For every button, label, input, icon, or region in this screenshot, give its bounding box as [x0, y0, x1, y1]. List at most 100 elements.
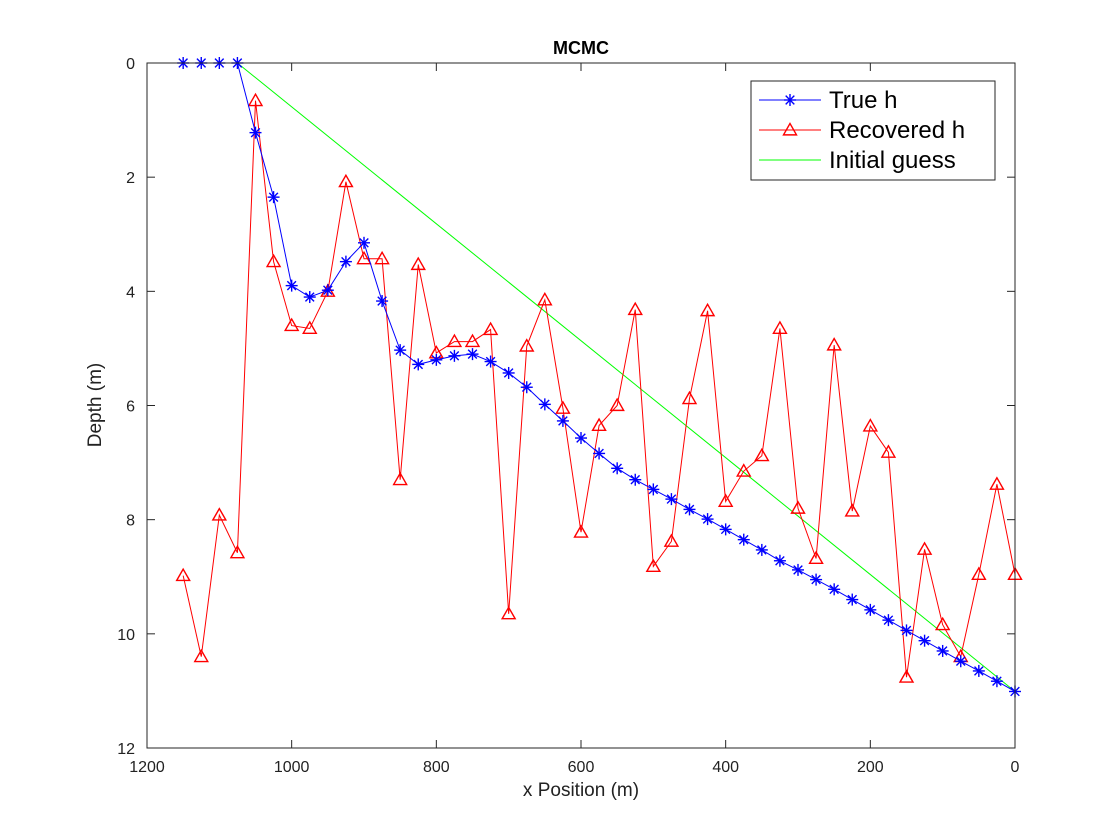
data-point: [339, 255, 352, 268]
data-point: [828, 583, 841, 596]
data-point: [520, 381, 533, 394]
data-point: [989, 476, 1005, 490]
data-point: [808, 550, 824, 565]
x-tick-label: 600: [568, 759, 595, 776]
data-point: [519, 338, 535, 352]
data-point: [356, 250, 372, 265]
legend-label: Initial guess: [829, 147, 956, 174]
data-point: [500, 605, 517, 620]
data-point: [936, 644, 949, 657]
data-point: [555, 400, 571, 414]
series-line: [237, 62, 1016, 692]
data-point: [591, 417, 607, 432]
chart-title: MCMC: [553, 38, 609, 58]
data-point: [972, 664, 985, 677]
data-point: [267, 191, 280, 204]
x-tick-label: 200: [857, 759, 884, 776]
data-point: [792, 563, 804, 576]
y-axis-label: Depth (m): [85, 363, 106, 447]
x-tick-label: 1200: [129, 759, 165, 776]
data-point: [826, 337, 842, 351]
series-true-h: [177, 57, 1021, 698]
data-point: [773, 554, 786, 567]
data-point: [537, 291, 553, 306]
y-tick-label: 6: [126, 399, 135, 416]
data-point: [321, 284, 334, 297]
series-layer: [175, 57, 1023, 698]
data-point: [880, 444, 897, 458]
data-point: [229, 544, 246, 559]
data-point: [846, 593, 859, 606]
legend: True h Recovered h Initial guess: [750, 80, 996, 181]
data-point: [645, 558, 662, 573]
data-point: [629, 473, 642, 486]
y-tick-label: 10: [117, 627, 135, 644]
legend-label: True h: [829, 87, 897, 114]
data-point: [376, 295, 389, 308]
data-point: [358, 236, 370, 249]
data-point: [918, 634, 931, 647]
data-point: [864, 603, 877, 616]
data-point: [338, 173, 354, 188]
data-point: [412, 358, 425, 371]
data-point: [484, 355, 497, 368]
x-tick-label: 400: [712, 759, 739, 776]
y-tick-label: 8: [126, 513, 135, 530]
data-point: [609, 397, 625, 412]
data-point: [755, 543, 768, 556]
data-point: [175, 567, 191, 582]
data-point: [737, 533, 750, 546]
x-axis-label: x Position (m): [523, 780, 639, 801]
data-point: [392, 471, 408, 486]
data-point: [249, 126, 262, 139]
data-point: [556, 414, 569, 427]
data-point: [971, 566, 987, 581]
data-point: [593, 447, 606, 460]
data-point: [193, 648, 209, 663]
legend-marker: [782, 122, 798, 136]
data-point: [898, 669, 915, 683]
data-point: [446, 333, 463, 348]
y-tick-label: 12: [117, 741, 135, 758]
data-point: [573, 524, 589, 538]
data-point: [410, 256, 426, 271]
data-point: [611, 462, 624, 475]
data-point: [790, 500, 806, 514]
series-line: [182, 100, 1016, 678]
data-point: [647, 483, 660, 496]
data-point: [810, 573, 823, 586]
y-tick-label: 0: [126, 56, 135, 73]
data-point: [683, 503, 696, 516]
data-point: [736, 463, 752, 477]
data-point: [862, 418, 879, 432]
data-point: [464, 333, 481, 348]
data-point: [538, 398, 551, 411]
data-point: [211, 507, 228, 521]
data-point: [701, 513, 714, 526]
data-point: [302, 320, 318, 335]
data-point: [482, 321, 499, 336]
data-point: [303, 291, 316, 304]
series-initial-guess: [237, 62, 1016, 692]
data-point: [900, 624, 913, 637]
data-point: [430, 353, 443, 366]
data-point: [394, 344, 407, 357]
data-point: [247, 92, 264, 107]
data-point: [844, 503, 860, 517]
y-tick-label: 4: [126, 284, 135, 301]
data-point: [466, 348, 479, 361]
legend-label: Recovered h: [829, 117, 965, 144]
data-point: [681, 390, 698, 405]
plot-frame: [146, 62, 1016, 749]
data-point: [772, 320, 788, 335]
data-point: [990, 675, 1003, 688]
data-point: [265, 253, 282, 268]
data-point: [754, 447, 770, 462]
data-point: [954, 655, 967, 668]
data-point: [882, 614, 895, 627]
legend-marker: [784, 94, 796, 106]
axes-layer: 1200 1000 800 600 400 200 0 0 2 4 6 8 10 12: [117, 56, 1019, 776]
x-tick-label: 800: [423, 759, 450, 776]
data-point: [663, 533, 680, 547]
